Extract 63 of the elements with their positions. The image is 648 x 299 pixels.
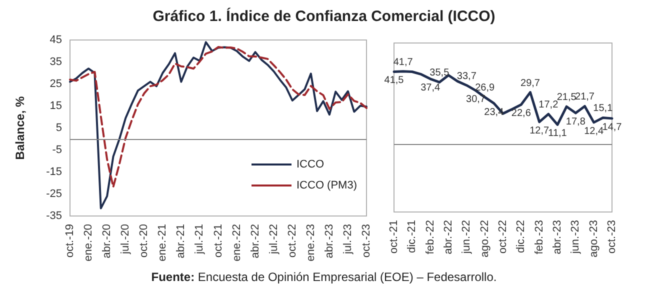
y-tick-label: 5 — [56, 122, 62, 134]
x-tick-label: oct.-22 — [286, 224, 298, 258]
data-label: 17,2 — [538, 100, 559, 111]
x-tick-label: jul.-23 — [342, 224, 354, 255]
x-tick-label: jul.-20 — [120, 224, 132, 255]
y-tick-label: -25 — [46, 188, 62, 200]
x-tick-label: oct.-20 — [138, 224, 150, 258]
chart-title: Gráfico 1. Índice de Confianza Comercial (ICCO) — [152, 8, 496, 25]
y-axis-title: Balance, % — [13, 96, 27, 160]
data-label: 14,7 — [602, 122, 622, 133]
x-tick-label: feb.-23 — [533, 220, 546, 254]
x-tick-label: abr.-21 — [175, 224, 188, 258]
data-label: 29,7 — [520, 78, 540, 89]
source-note: Fuente: Encuesta de Opinión Empresarial (EOE) – Fedesarrollo. — [151, 270, 497, 284]
y-tick-label: -15 — [46, 166, 62, 178]
x-tick-label: abr.-23 — [552, 220, 564, 254]
data-label: 11,1 — [548, 128, 568, 140]
data-label: 41,7 — [393, 56, 414, 68]
x-tick-label: abr.-20 — [101, 224, 114, 258]
x-tick-label: jun.-22 — [460, 220, 473, 255]
x-tick-label: jun.-23 — [570, 220, 582, 255]
legend-label: ICCO — [296, 158, 324, 170]
x-tick-label: ene.-20 — [82, 224, 95, 262]
x-tick-label: abr.-23 — [323, 224, 336, 258]
x-tick-label: feb.-22 — [424, 220, 436, 254]
data-label: 35,5 — [430, 68, 450, 79]
x-tick-label: dic.-22 — [515, 220, 528, 254]
data-label: 26,9 — [475, 82, 495, 94]
x-tick-label: ene.-22 — [230, 224, 243, 262]
data-label: 37,4 — [420, 82, 440, 94]
x-tick-label: abr.-22 — [249, 224, 262, 258]
x-tick-label: abr.-22 — [442, 220, 454, 254]
x-tick-label: ene.-21 — [156, 224, 169, 262]
x-tick-label: oct.-22 — [497, 220, 509, 254]
x-tick-label: oct.-21 — [388, 220, 400, 254]
y-tick-label: -5 — [52, 144, 62, 156]
x-tick-label: dic.-21 — [406, 220, 418, 254]
x-tick-label: ene.-23 — [304, 224, 317, 262]
data-label: 33,7 — [456, 70, 477, 82]
y-tick-label: -35 — [46, 210, 62, 222]
data-label: 17,8 — [566, 116, 586, 128]
y-tick-label: 35 — [50, 56, 62, 68]
y-tick-label: 45 — [50, 34, 62, 46]
data-label: 12,7 — [530, 125, 550, 136]
data-label: 12,4 — [584, 126, 604, 137]
data-label: 15,1 — [593, 103, 614, 114]
x-tick-label: jul.-21 — [194, 224, 206, 255]
x-tick-label: jul.-22 — [268, 224, 280, 255]
y-tick-label: 15 — [50, 100, 62, 112]
x-tick-label: oct.-23 — [606, 220, 618, 254]
line-series — [69, 41, 368, 210]
x-tick-label: oct.-19 — [64, 224, 76, 258]
x-tick-label: oct.-23 — [360, 224, 372, 258]
data-label: 30,7 — [466, 94, 486, 106]
x-tick-label: ago.-22 — [478, 220, 491, 258]
data-label: 41,5 — [384, 75, 404, 86]
legend-label: ICCO (PM3) — [296, 180, 357, 192]
y-tick-label: 25 — [50, 78, 62, 90]
data-label: 21,5 — [556, 92, 577, 104]
x-tick-label: oct.-21 — [212, 224, 224, 258]
data-label: 22,6 — [511, 108, 532, 120]
data-label: 21,7 — [575, 92, 595, 103]
x-tick-label: ago.-23 — [588, 220, 600, 258]
